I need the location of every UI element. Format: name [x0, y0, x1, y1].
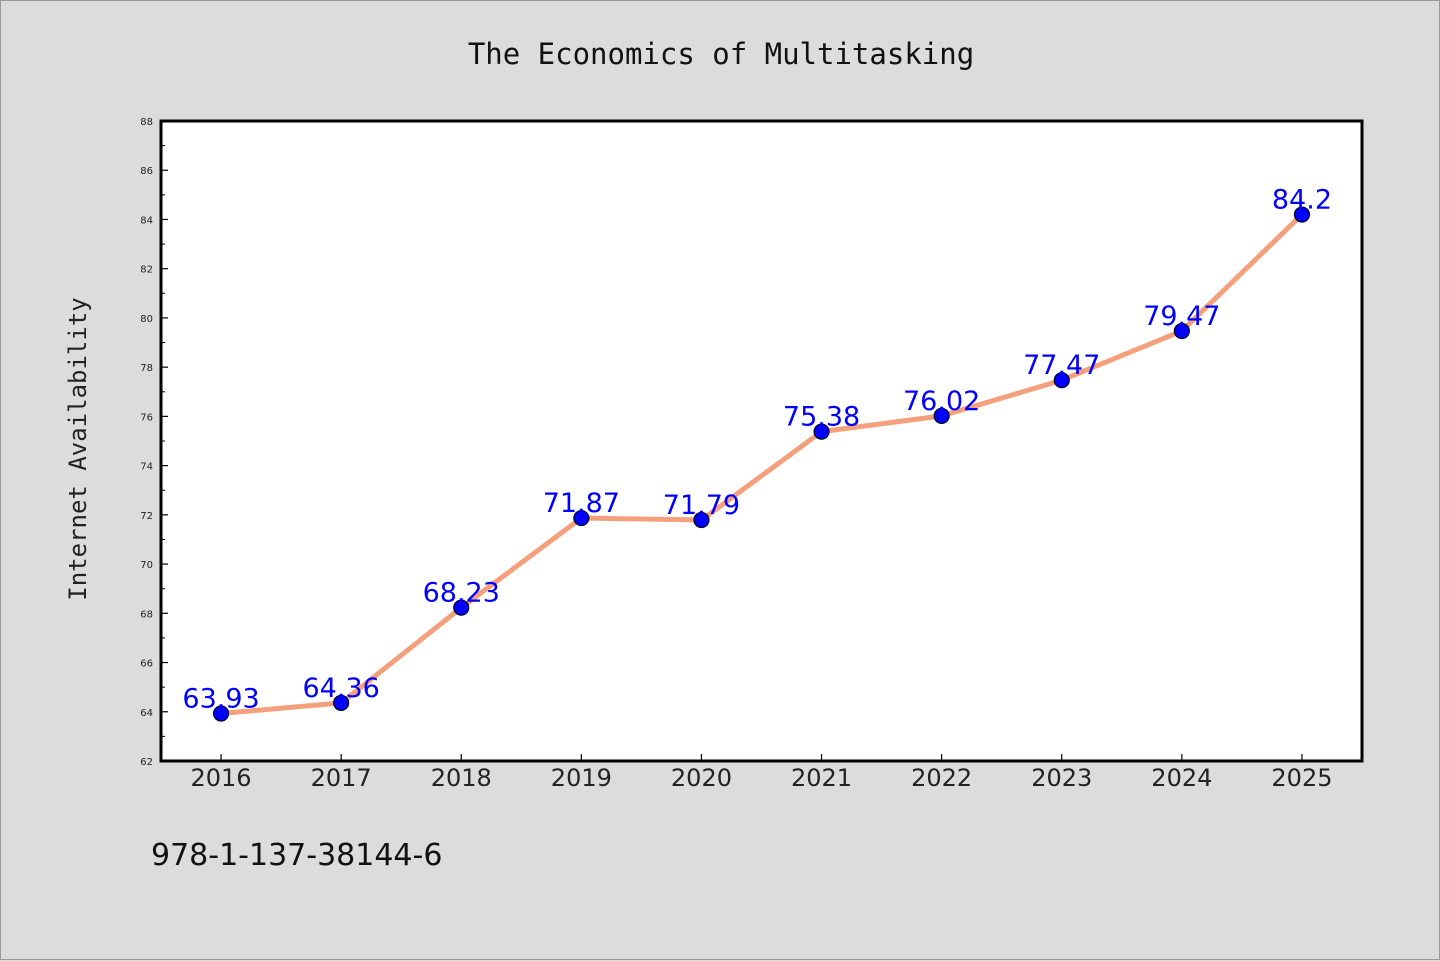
- data-point: [933, 407, 950, 424]
- x-tick-label: 2019: [551, 764, 612, 792]
- data-point: [693, 511, 710, 529]
- y-tick-label: 88: [140, 117, 153, 128]
- x-tick-label: 2017: [311, 764, 372, 792]
- data-label: 79.47: [1143, 301, 1220, 332]
- data-label: 71.79: [663, 490, 740, 521]
- data-point: [813, 423, 830, 440]
- data-label: 68.23: [423, 578, 500, 609]
- isbn-text: 978-1-137-38144-6: [151, 838, 442, 873]
- y-tick-label: 82: [140, 265, 153, 276]
- y-tick-label: 86: [140, 166, 153, 177]
- data-point: [453, 599, 470, 616]
- y-tick-label: 78: [140, 363, 153, 374]
- y-tick-label: 62: [140, 757, 153, 768]
- x-tick-label: 2020: [671, 764, 732, 792]
- x-tick-label: 2023: [1031, 764, 1092, 792]
- x-tick-label: 2016: [191, 764, 252, 792]
- data-label: 75.38: [783, 402, 860, 433]
- series-line: [218, 212, 1305, 716]
- y-tick-label: 68: [140, 609, 153, 620]
- x-tick-label: 2022: [911, 764, 972, 792]
- data-label: 77.47: [1023, 350, 1100, 381]
- data-label: 63.93: [182, 683, 259, 714]
- y-axis-label: Internet Availability: [64, 297, 92, 600]
- data-label: 84.2: [1272, 185, 1332, 216]
- y-tick-label: 74: [140, 462, 153, 473]
- x-axis: 2016 2017 2018 2019 2020 2021 2022 2023 2024 2025: [191, 754, 1332, 792]
- data-point: [573, 509, 590, 527]
- y-tick-label: 84: [140, 215, 153, 226]
- x-tick-label: 2018: [431, 764, 492, 792]
- y-tick-label: 72: [140, 511, 153, 522]
- x-tick-label: 2025: [1271, 764, 1332, 792]
- series-markers: [212, 206, 1311, 722]
- x-tick-label: 2024: [1151, 764, 1212, 792]
- y-tick-label: 76: [140, 412, 153, 423]
- chart-title: The Economics of Multitasking: [468, 37, 974, 71]
- data-label: 71.87: [543, 488, 620, 519]
- y-tick-label: 70: [140, 560, 153, 571]
- series-polyline: [218, 212, 1305, 716]
- plot-frame: [159, 119, 1364, 763]
- data-point: [1053, 372, 1070, 389]
- data-labels: 63.93 64.36 68.23 71.87 71.79 75.38 76.02 77.47…: [182, 185, 1332, 715]
- data-label: 76.02: [903, 386, 980, 417]
- data-point: [1173, 322, 1190, 340]
- data-label: 64.36: [303, 673, 380, 704]
- data-point: [212, 705, 230, 722]
- plot-area: [161, 121, 1362, 761]
- data-point: [333, 694, 350, 712]
- y-tick-label: 64: [140, 708, 153, 719]
- y-tick-label: 80: [140, 314, 153, 325]
- data-point: [1293, 206, 1311, 223]
- y-tick-label: 66: [140, 659, 153, 670]
- x-tick-label: 2021: [791, 764, 852, 792]
